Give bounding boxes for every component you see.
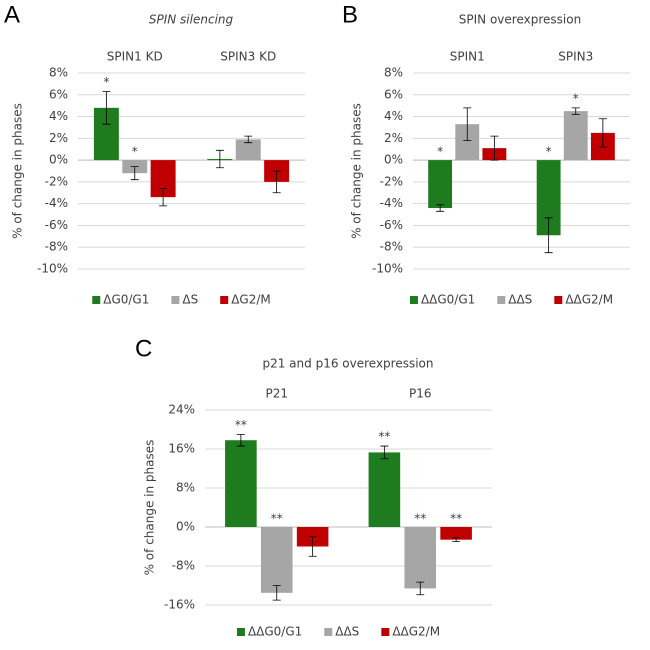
y-tick-label: -6% <box>380 218 403 232</box>
bar <box>404 527 437 589</box>
significance-mark: ** <box>414 512 426 526</box>
legend-label: ΔG0/G1 <box>103 293 149 307</box>
legend-label: ΔΔG0/G1 <box>421 293 475 307</box>
category-label: P21 <box>265 387 288 401</box>
y-tick-label: 2% <box>384 131 403 145</box>
y-tick-label: 0% <box>49 153 68 167</box>
legend-label: ΔG2/M <box>231 293 271 307</box>
chart-title: SPIN overexpression <box>459 13 581 27</box>
significance-mark: ** <box>271 512 283 526</box>
y-axis-label: % of change in phases <box>143 440 157 576</box>
error-bar <box>130 166 139 181</box>
chart-title: SPIN silencing <box>149 13 234 27</box>
y-tick-label: 4% <box>49 109 68 123</box>
y-tick-label: -4% <box>380 196 403 210</box>
y-tick-label: 6% <box>384 87 403 101</box>
legend-label: ΔΔS <box>335 625 359 639</box>
y-tick-label: 16% <box>168 442 195 456</box>
error-bar <box>159 188 168 207</box>
legend-label: ΔS <box>182 293 198 307</box>
y-tick-label: 6% <box>49 87 68 101</box>
error-bar <box>463 107 472 141</box>
y-tick-label: -8% <box>172 559 195 573</box>
panel-letter: A <box>4 1 20 28</box>
y-tick-label: -10% <box>372 262 403 276</box>
y-axis-label: % of change in phases <box>350 103 364 239</box>
y-axis-label: % of change in phases <box>11 103 25 239</box>
legend-swatch <box>92 296 101 304</box>
legend-swatch <box>497 296 506 304</box>
legend-swatch <box>220 296 229 304</box>
bar <box>260 527 293 593</box>
error-bar <box>544 217 553 254</box>
error-bar <box>236 433 245 447</box>
error-bar <box>571 107 580 115</box>
significance-mark: * <box>132 145 138 159</box>
bar <box>536 160 561 236</box>
bar <box>563 111 588 161</box>
y-tick-label: -6% <box>45 218 68 232</box>
error-bar <box>490 135 499 161</box>
panel-letter: C <box>135 335 152 362</box>
legend-swatch <box>554 296 563 304</box>
chart-title: p21 and p16 overexpression <box>262 357 433 371</box>
bar <box>428 160 453 209</box>
error-bar <box>308 536 317 557</box>
legend-label: ΔΔS <box>508 293 532 307</box>
category-label: SPIN1 <box>450 50 485 64</box>
legend-swatch <box>381 628 390 636</box>
legend-swatch <box>409 296 418 304</box>
error-bar <box>215 149 224 169</box>
y-tick-label: -16% <box>164 598 195 612</box>
legend-swatch <box>324 628 333 636</box>
y-tick-label: 4% <box>384 109 403 123</box>
y-tick-label: 24% <box>168 403 195 417</box>
y-tick-label: 8% <box>176 481 195 495</box>
bar <box>455 124 480 161</box>
y-tick-label: -2% <box>380 174 403 188</box>
legend-swatch <box>236 628 245 636</box>
error-bar <box>244 135 253 144</box>
y-tick-label: 2% <box>49 131 68 145</box>
error-bar <box>598 118 607 148</box>
y-tick-label: 0% <box>384 153 403 167</box>
category-label: SPIN3 KD <box>220 50 276 64</box>
error-bar <box>452 537 461 543</box>
legend-label: ΔΔG2/M <box>565 293 613 307</box>
y-tick-label: -4% <box>45 196 68 210</box>
legend-label: ΔΔG2/M <box>392 625 440 639</box>
error-bar <box>272 170 281 194</box>
significance-mark: * <box>103 75 109 89</box>
panel-letter: B <box>342 1 358 28</box>
legend-swatch <box>171 296 180 304</box>
bar <box>235 139 261 161</box>
significance-mark: ** <box>378 430 390 444</box>
category-label: SPIN3 <box>558 50 593 64</box>
bar <box>225 440 257 527</box>
error-bar <box>416 581 425 596</box>
significance-mark: ** <box>235 418 247 432</box>
error-bar <box>272 585 281 601</box>
y-tick-label: -8% <box>380 240 403 254</box>
bar <box>368 452 401 527</box>
y-tick-label: -2% <box>45 174 68 188</box>
significance-mark: ** <box>450 512 462 526</box>
y-tick-label: -10% <box>37 262 68 276</box>
legend-label: ΔΔG0/G1 <box>248 625 302 639</box>
bar <box>440 527 472 540</box>
category-label: SPIN1 KD <box>107 50 163 64</box>
category-label: P16 <box>409 387 432 401</box>
significance-mark: * <box>546 145 552 159</box>
y-tick-label: -8% <box>45 240 68 254</box>
y-tick-label: 0% <box>176 520 195 534</box>
significance-mark: * <box>437 145 443 159</box>
error-bar <box>380 445 389 460</box>
error-bar <box>102 91 111 125</box>
significance-mark: * <box>573 91 579 105</box>
y-tick-label: 8% <box>49 66 68 80</box>
y-tick-label: 8% <box>384 66 403 80</box>
error-bar <box>436 204 445 212</box>
